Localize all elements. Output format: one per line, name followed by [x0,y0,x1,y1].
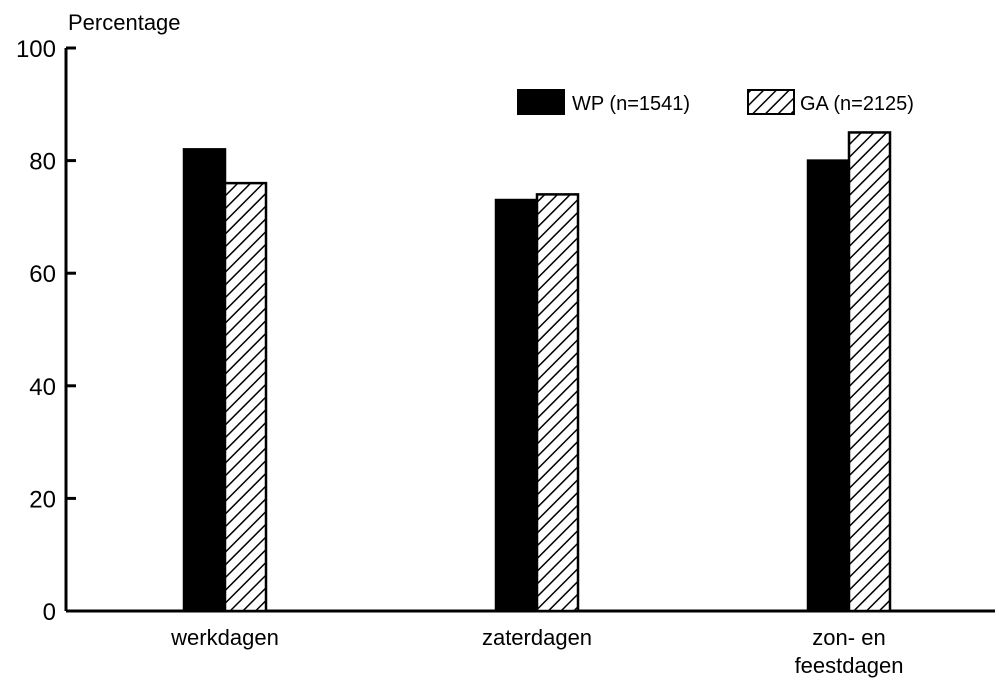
y-axis-label: Percentage [68,10,181,35]
legend-label-ga: GA (n=2125) [800,93,914,115]
y-tick-label: 0 [43,599,56,626]
bar-ga-1 [535,193,580,613]
y-tick-label: 100 [16,36,56,63]
category-label: werkdagen [170,625,279,650]
bars [182,131,892,613]
legend-swatch-ga [747,89,795,115]
bar-wp-2 [806,159,851,613]
legend-label-wp: WP (n=1541) [572,93,690,115]
y-tick-label: 60 [29,261,56,288]
category-labels: werkdagen zaterdagen zon- en feestdagen [170,625,903,678]
bar-wp-0 [182,148,227,613]
y-tick-label: 80 [29,149,56,176]
bar-ga-0 [223,181,268,613]
category-label: zon- en feestdagen [795,625,904,678]
y-tick-label: 20 [29,486,56,513]
legend-swatch-wp [517,89,565,115]
bar-ga-2 [847,131,892,613]
bar-wp-1 [494,198,539,613]
y-tick-label: 40 [29,374,56,401]
y-axis: 0 20 40 60 80 100 [16,36,76,626]
legend: WP (n=1541) GA (n=2125) [517,89,914,115]
category-label: zaterdagen [482,625,592,650]
